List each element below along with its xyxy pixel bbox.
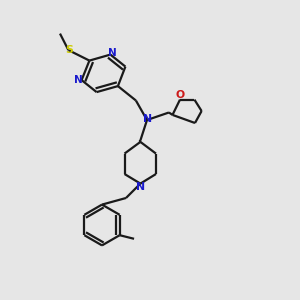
Text: N: N — [108, 48, 117, 58]
Text: N: N — [136, 182, 145, 193]
Text: S: S — [65, 45, 73, 55]
Text: O: O — [176, 90, 184, 100]
Text: N: N — [143, 114, 152, 124]
Text: N: N — [74, 75, 83, 85]
